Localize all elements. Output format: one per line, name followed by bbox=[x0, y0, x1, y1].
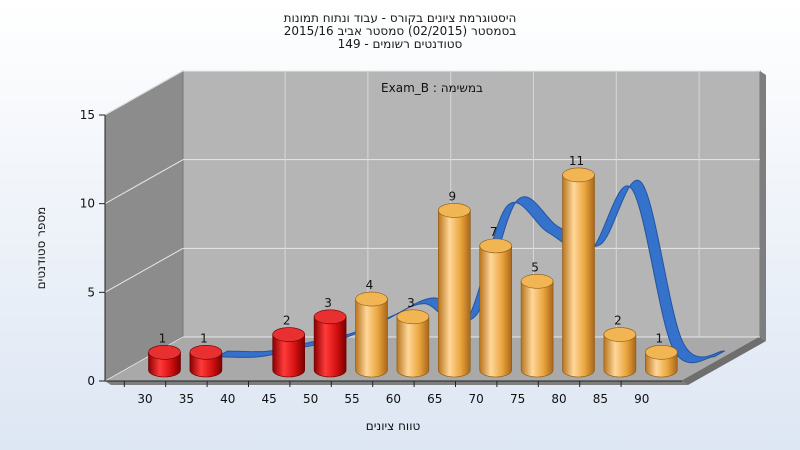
bar-top-cap bbox=[562, 167, 595, 183]
x-tick-label: 85 bbox=[593, 392, 608, 406]
bar-value-label: 4 bbox=[366, 278, 374, 292]
y-tick-label: 5 bbox=[87, 285, 95, 299]
bar-value-label: 3 bbox=[324, 296, 332, 310]
histogram-bar bbox=[562, 167, 595, 378]
histogram-bar bbox=[396, 309, 430, 378]
histogram-bar bbox=[189, 344, 223, 378]
x-tick-label: 80 bbox=[551, 392, 566, 406]
bar-top-cap bbox=[148, 344, 181, 360]
x-tick-label: 30 bbox=[137, 392, 152, 406]
side-grid-line bbox=[104, 247, 184, 293]
bar-value-label: 2 bbox=[614, 314, 622, 328]
histogram-bar bbox=[479, 238, 513, 378]
bar-value-label: 9 bbox=[448, 189, 456, 203]
bar-top-cap bbox=[644, 344, 678, 360]
side-wall bbox=[104, 70, 184, 382]
x-tick-label: 70 bbox=[469, 392, 484, 406]
distribution-curve bbox=[215, 179, 726, 364]
bar-top-cap bbox=[603, 327, 637, 342]
x-tick-label: 55 bbox=[344, 392, 359, 406]
chart-title-line-2: בסמסטר (02/2015) סמסטר אביב 2015/16 bbox=[284, 24, 516, 38]
histogram-bar bbox=[272, 327, 306, 378]
y-axis-label: מספר סטודנטים bbox=[34, 207, 48, 290]
side-grid-line bbox=[104, 336, 184, 382]
x-tick-label: 60 bbox=[386, 392, 401, 406]
bar-value-label: 2 bbox=[283, 314, 291, 328]
floor-right-edge bbox=[682, 337, 766, 385]
histogram-bar bbox=[355, 291, 388, 378]
exam-annotation: Exam_B : במשימה bbox=[381, 81, 483, 95]
histogram-bar bbox=[520, 274, 554, 378]
bar-value-label: 11 bbox=[569, 154, 584, 168]
x-tick-label: 90 bbox=[634, 392, 649, 406]
histogram-bar bbox=[313, 309, 347, 378]
x-tick-label: 65 bbox=[427, 392, 442, 406]
bar-top-cap bbox=[396, 309, 430, 325]
x-tick-label: 75 bbox=[510, 392, 525, 406]
bar-top-cap bbox=[520, 274, 554, 289]
y-tick-label: 15 bbox=[80, 108, 95, 122]
right-depth-edge bbox=[760, 71, 766, 341]
bar-value-label: 5 bbox=[531, 260, 539, 274]
histogram-bar bbox=[644, 344, 678, 378]
bar-value-label: 1 bbox=[200, 331, 208, 345]
y-tick-label: 0 bbox=[87, 374, 95, 388]
bar-value-label: 1 bbox=[159, 331, 167, 345]
side-grid-line bbox=[104, 159, 184, 205]
floor-edge bbox=[105, 381, 688, 385]
bar-top-cap bbox=[437, 203, 471, 218]
y-tick-label: 10 bbox=[80, 197, 95, 211]
bar-value-label: 3 bbox=[407, 296, 415, 310]
bar-top-cap bbox=[272, 327, 306, 342]
x-tick-label: 35 bbox=[179, 392, 194, 406]
x-tick-label: 40 bbox=[220, 392, 235, 406]
back-wall bbox=[182, 70, 761, 338]
bar-top-cap bbox=[355, 291, 388, 307]
bar-top-cap bbox=[313, 309, 347, 325]
x-tick-label: 45 bbox=[262, 392, 277, 406]
chart-title-line-1: היסטוגרמת ציונים בקורס - עבוד ונתוח תמונ… bbox=[284, 11, 517, 25]
bar-value-label: 7 bbox=[490, 225, 498, 239]
x-tick-label: 50 bbox=[303, 392, 318, 406]
chart-title-line-3: סטודנטים רשומים - 149 bbox=[338, 37, 463, 51]
bar-value-label: 1 bbox=[655, 331, 663, 345]
bar-top-cap bbox=[479, 238, 513, 254]
histogram-bar bbox=[437, 203, 471, 378]
histogram-bar bbox=[603, 327, 637, 378]
x-axis-label: טווח ציונים bbox=[366, 419, 421, 433]
bar-top-cap bbox=[189, 344, 223, 360]
side-grid-line bbox=[104, 70, 184, 116]
histogram-bar bbox=[148, 344, 181, 378]
